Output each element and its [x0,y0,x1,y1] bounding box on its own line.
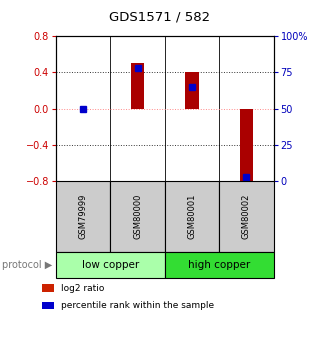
Text: percentile rank within the sample: percentile rank within the sample [61,301,214,310]
Text: GSM80000: GSM80000 [133,194,142,239]
Text: protocol ▶: protocol ▶ [2,260,52,270]
Text: GSM80002: GSM80002 [242,194,251,239]
Bar [240,109,253,181]
Bar [185,71,199,109]
Text: log2 ratio: log2 ratio [61,284,104,293]
Text: low copper: low copper [82,260,139,270]
Text: GSM79999: GSM79999 [79,194,88,239]
Text: GSM80001: GSM80001 [188,194,196,239]
Text: GDS1571 / 582: GDS1571 / 582 [109,10,211,23]
Bar [131,63,144,109]
Text: high copper: high copper [188,260,250,270]
